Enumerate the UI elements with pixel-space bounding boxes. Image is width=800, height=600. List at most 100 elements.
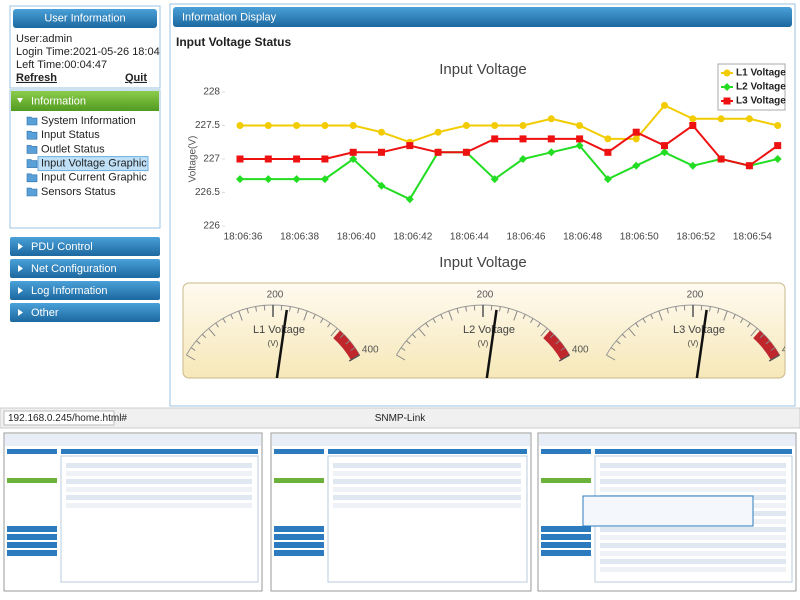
gauge-minor-tick [350, 347, 356, 351]
x-tick-label: 18:06:38 [280, 232, 319, 243]
menu-label: Net Configuration [31, 263, 117, 275]
gauge-minor-tick [675, 306, 677, 312]
data-point [519, 155, 527, 163]
section-title: Input Voltage Status [176, 35, 291, 49]
gauge-minor-tick [709, 306, 711, 312]
gauge-minor-tick [560, 347, 566, 351]
thumbnail[interactable] [270, 432, 532, 592]
data-point [490, 175, 499, 184]
login-time: Login Time:2021-05-26 18:04 [16, 46, 160, 58]
gauge-red-band [753, 330, 780, 360]
gauge-needle [271, 309, 289, 378]
data-point [236, 175, 244, 184]
thumbnail-main-header [595, 449, 792, 454]
thumbnail-row [66, 471, 252, 476]
user-panel-title: User Information [44, 12, 125, 24]
thumbnail-row [333, 471, 521, 476]
gauge-minor-tick [246, 308, 249, 314]
data-point [576, 135, 584, 143]
x-tick-label: 18:06:54 [733, 232, 772, 243]
data-point [604, 135, 612, 143]
data-point [689, 122, 697, 129]
menu-item[interactable]: Input Voltage Graphic [41, 158, 147, 170]
info-header[interactable] [11, 91, 159, 111]
data-point [349, 122, 357, 129]
data-point [575, 141, 584, 150]
gauge-minor-tick [465, 306, 467, 312]
thumbnail-row [66, 503, 252, 508]
data-point [547, 135, 555, 143]
gauge-minor-tick [732, 314, 736, 320]
refresh-link[interactable]: Refresh [16, 72, 57, 84]
thumbnail-sidebar-header [541, 449, 591, 454]
thumbnail-menu [7, 542, 57, 548]
data-point [547, 148, 556, 157]
gauge-tick-label: 200 [267, 290, 284, 301]
thumbnail-menu [7, 526, 57, 532]
x-tick-label: 18:06:36 [224, 232, 263, 243]
menu-bar[interactable] [10, 303, 160, 322]
status-url: 192.168.0.245/home.html# [8, 413, 127, 424]
menu-arrow [18, 309, 23, 316]
data-point [688, 161, 697, 170]
menu-arrow [18, 243, 23, 250]
thumbnail-row [600, 487, 786, 492]
menu-bar[interactable] [10, 259, 160, 278]
thumbnail-menu [541, 534, 591, 540]
legend-marker [723, 97, 731, 105]
data-point [236, 155, 244, 163]
menu-bar[interactable] [10, 281, 160, 300]
data-point [519, 122, 527, 129]
data-point [632, 128, 640, 136]
gauge-minor-tick [400, 347, 406, 351]
y-tick-label: 228 [203, 87, 220, 98]
x-tick-label: 18:06:46 [507, 232, 546, 243]
menu-item[interactable]: Input Current Graphic [41, 172, 147, 184]
user-panel-header [13, 9, 157, 28]
menu-item[interactable]: System Information [41, 115, 136, 127]
data-point [632, 135, 640, 143]
thumbnail-menu [274, 526, 324, 532]
gauge-minor-tick [666, 308, 669, 314]
gauge-minor-tick [186, 354, 196, 361]
gauge-red-band [333, 330, 360, 360]
data-point [661, 142, 668, 150]
quit-link[interactable]: Quit [125, 72, 147, 84]
collapse-arrow [17, 98, 23, 103]
gauge-minor-tick [222, 318, 226, 323]
thumbnail-main-header [328, 449, 527, 454]
folder-icon [26, 145, 38, 154]
gauge-box [182, 282, 786, 379]
data-point [378, 148, 385, 156]
data-point [236, 122, 244, 129]
x-tick-label: 18:06:44 [450, 232, 489, 243]
gauge-minor-tick [522, 314, 526, 320]
thumbnail-menu [7, 550, 57, 556]
thumbnail[interactable] [3, 432, 263, 592]
selected-highlight [37, 156, 149, 172]
legend-marker [723, 83, 731, 91]
data-point [774, 122, 782, 129]
gauge-tick [348, 354, 360, 362]
thumbnail-row [600, 527, 786, 532]
thumbnail-main [60, 455, 259, 583]
gauge-minor-tick [549, 333, 555, 339]
thumbnail-row [600, 479, 786, 484]
data-point [745, 162, 753, 170]
data-point [603, 175, 612, 184]
gauge-minor-tick [215, 322, 219, 328]
menu-item[interactable]: Sensors Status [41, 186, 116, 198]
menu-bar[interactable] [10, 237, 160, 256]
info-title: Information [31, 95, 86, 107]
series-line [240, 104, 778, 144]
gauge-tick-label: 400 [782, 345, 799, 356]
thumbnail-sidebar-green [541, 478, 591, 483]
x-tick-label: 18:06:52 [676, 232, 715, 243]
data-point [264, 155, 272, 163]
y-tick-label: 227.5 [195, 120, 220, 131]
legend-marker [723, 69, 731, 77]
folder-icon [26, 130, 38, 140]
gauge-minor-tick [345, 340, 350, 345]
menu-item[interactable]: Outlet Status [41, 143, 105, 155]
menu-item[interactable]: Input Status [41, 129, 100, 141]
